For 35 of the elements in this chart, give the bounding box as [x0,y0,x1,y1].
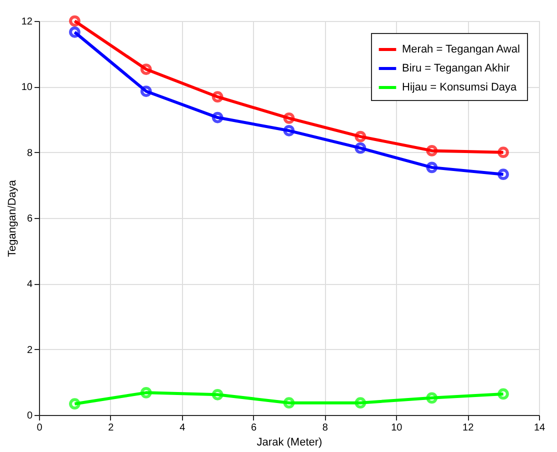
point [140,64,152,75]
point [212,112,224,124]
point [140,86,152,97]
x-axis-title: Jarak (Meter) [256,436,322,448]
x-tick-label: 2 [108,422,114,434]
point [283,124,295,136]
y-tick-label: 2 [26,344,33,356]
y-axis-title: Tegangan/Daya [6,179,18,258]
y-tick-label: 0 [26,410,33,422]
y-tick-label: 6 [26,214,33,224]
point [140,387,152,398]
x-tick-label: 10 [391,422,403,434]
point [354,397,366,409]
point [426,162,438,174]
legend-label: Merah = Tegangan Awal [402,44,520,56]
y-tick-label: 10 [21,82,33,94]
point [212,91,224,103]
point [283,112,295,124]
x-tick-label: 14 [534,422,546,434]
legend-label: Hijau = Konsumsi Daya [402,82,518,94]
x-tick-label: 0 [36,422,43,434]
y-tick-label: 4 [26,279,33,290]
x-tick-label: 4 [180,422,186,434]
point [283,397,295,409]
y-tick-label: 12 [21,16,33,28]
y-tick-label: 8 [26,148,33,159]
point [354,142,366,154]
point [426,392,438,404]
point [212,388,224,400]
x-tick-label: 8 [322,422,328,434]
legend-label: Biru = Tegangan Akhir [402,62,510,74]
point [426,145,438,156]
x-tick-label: 6 [251,422,258,434]
x-tick-label: 12 [462,422,474,434]
point [354,130,366,142]
